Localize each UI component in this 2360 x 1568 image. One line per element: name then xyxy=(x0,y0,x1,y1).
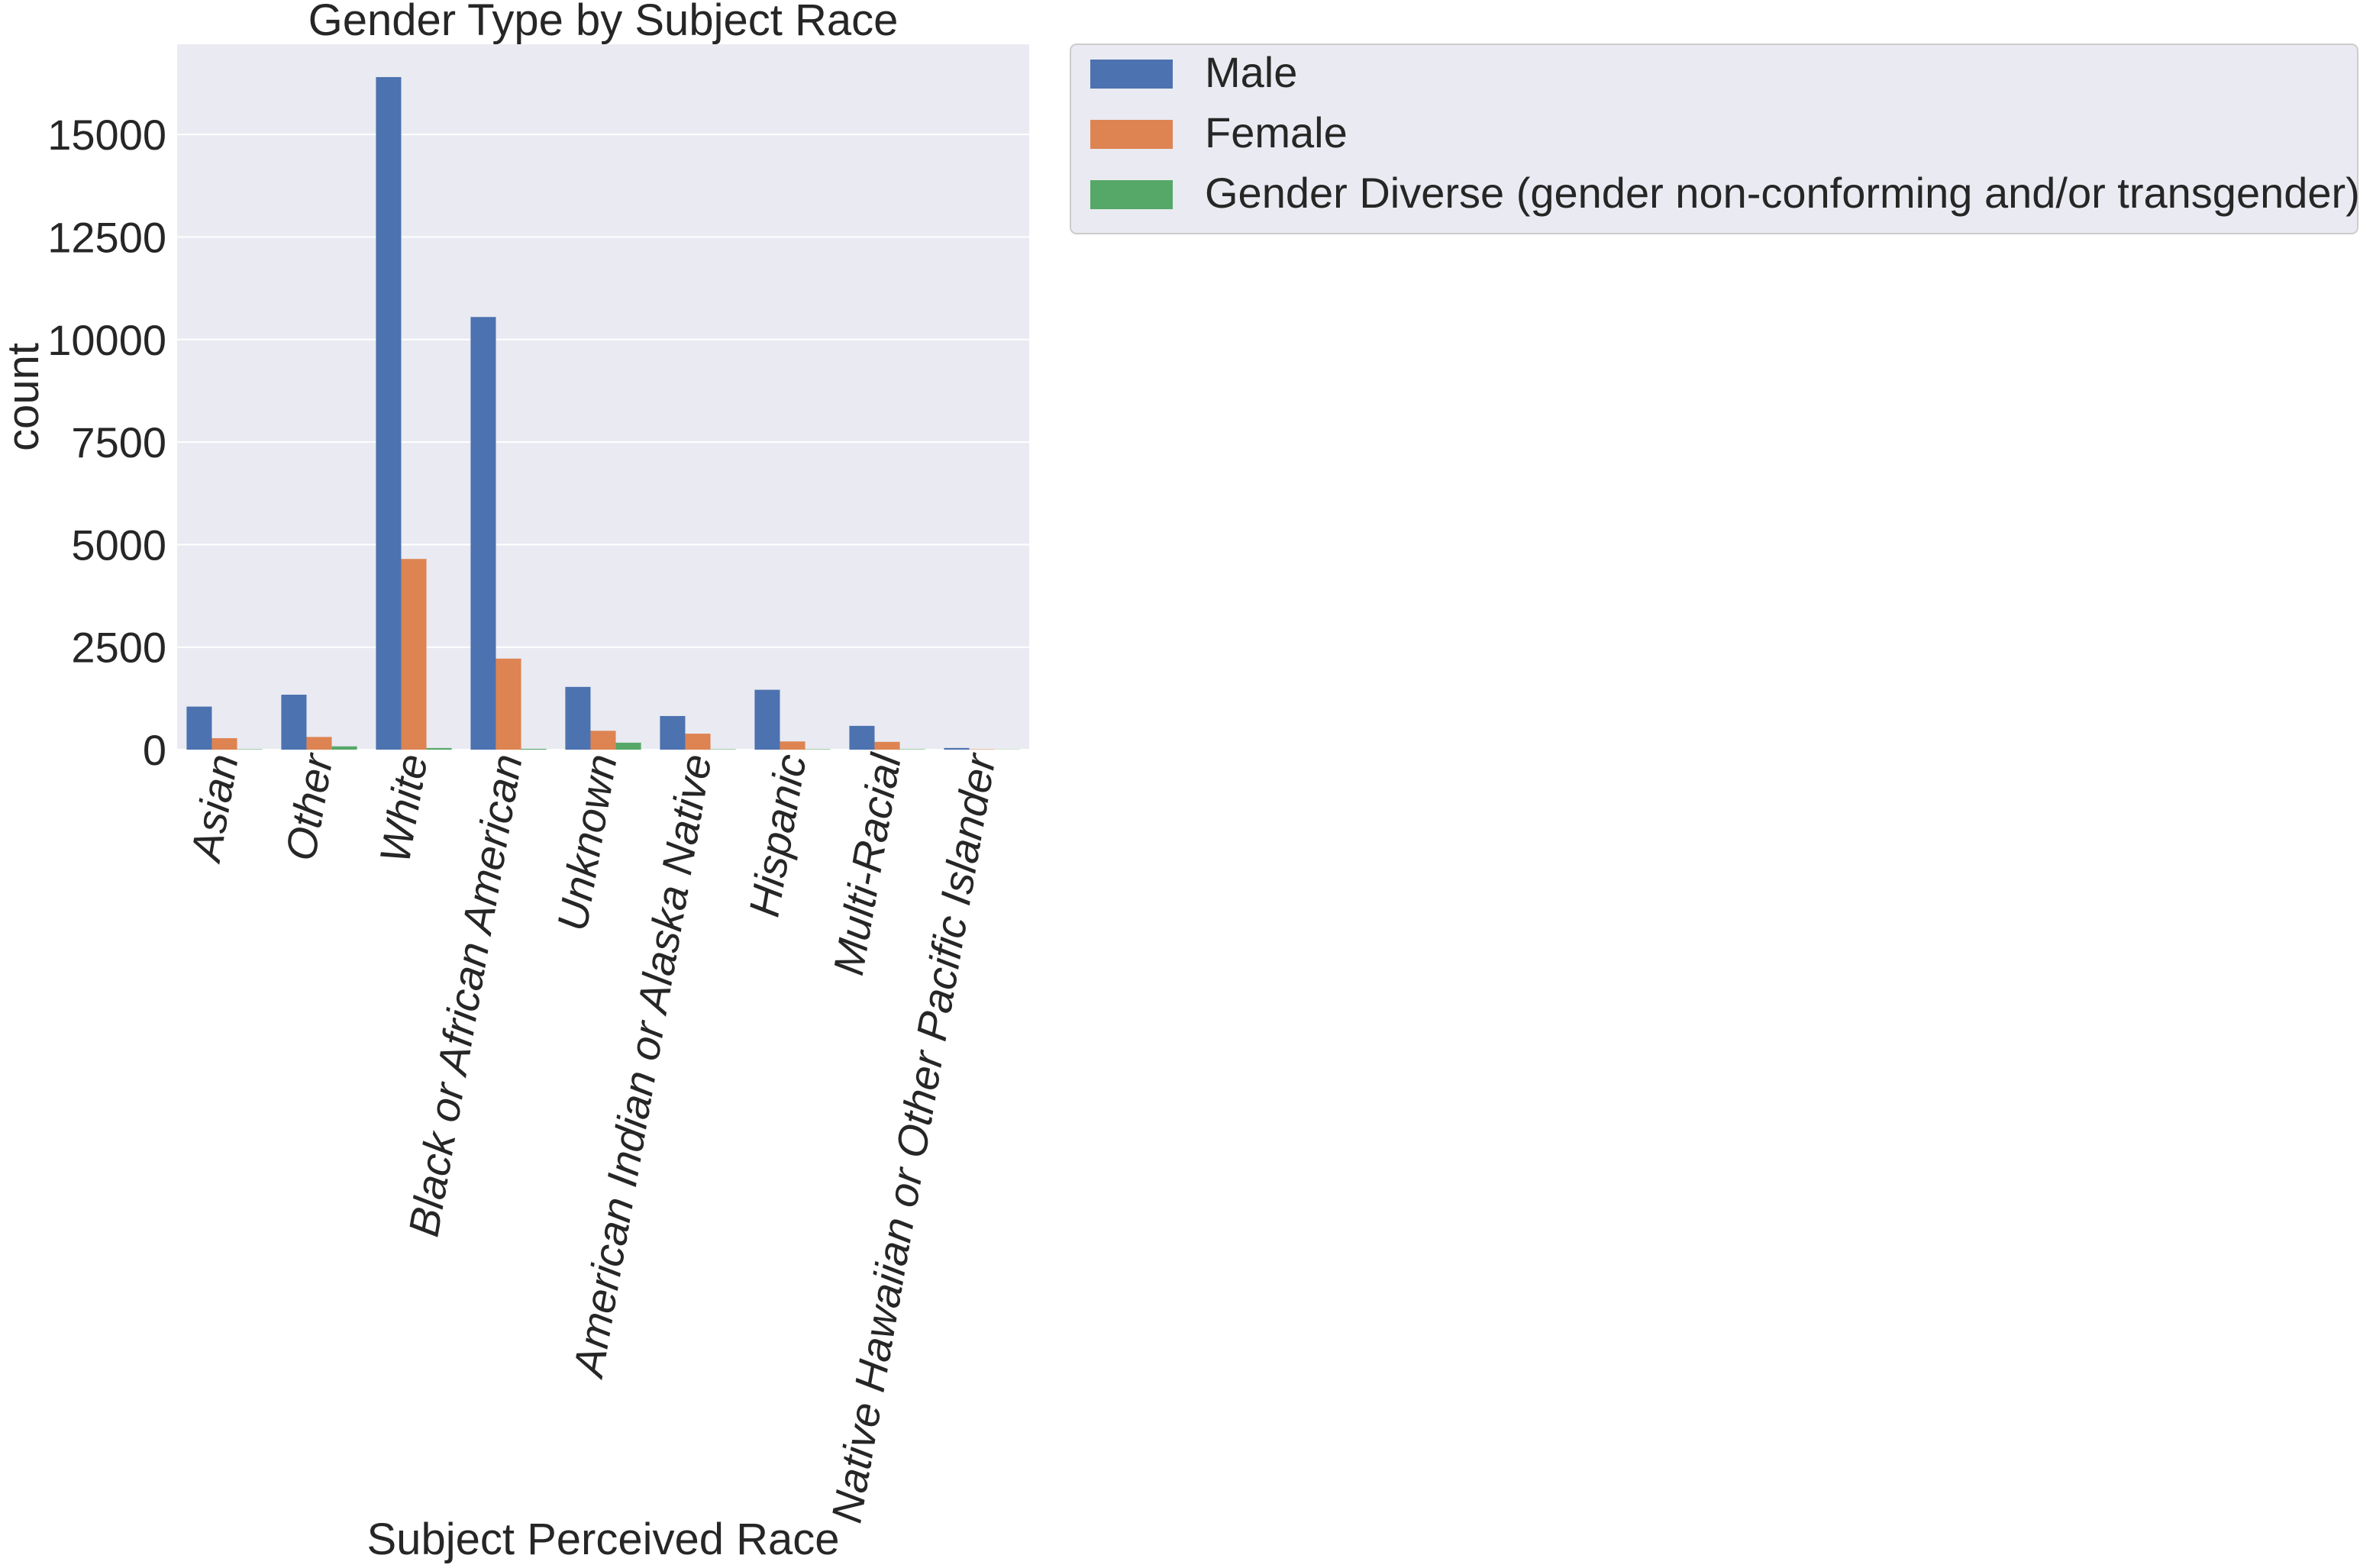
y-tick-label-2: 5000 xyxy=(71,521,166,569)
bar-1-4 xyxy=(470,317,496,750)
legend-label-2: Female xyxy=(1205,108,1348,156)
chart-title: Gender Type by Subject Race xyxy=(308,0,899,45)
bar-1-3 xyxy=(376,76,402,750)
legend-swatch-3 xyxy=(1090,180,1173,209)
legend-label-3: Gender Diverse (gender non-conforming an… xyxy=(1205,169,2360,217)
bar-1-9 xyxy=(944,747,970,750)
y-tick-labels: 0 2500 5000 7500 10000 12500 15000 xyxy=(47,111,166,774)
y-tick-label-4: 10000 xyxy=(47,316,166,364)
legend-frame xyxy=(1070,44,2358,234)
bar-2-1 xyxy=(211,737,237,750)
bar-2-7 xyxy=(780,741,805,750)
y-axis-label: count xyxy=(0,343,48,451)
x-axis-label: Subject Perceived Race xyxy=(367,1515,840,1564)
bar-3-7 xyxy=(805,749,831,750)
x-tick-label-8: Multi-Racial xyxy=(824,750,910,979)
bar-3-2 xyxy=(331,746,357,750)
x-tick-label-7: Hispanic xyxy=(739,750,815,920)
bar-2-5 xyxy=(590,731,616,750)
y-tick-label-3: 7500 xyxy=(71,418,166,466)
y-tick-label-6: 15000 xyxy=(47,111,166,159)
bars xyxy=(186,76,1020,750)
bar-2-4 xyxy=(496,658,521,750)
x-tick-label-5: Unknown xyxy=(547,750,626,934)
bar-3-8 xyxy=(899,749,925,750)
legend-label-1: Male xyxy=(1205,48,1297,96)
y-tick-label-1: 2500 xyxy=(71,624,166,672)
bar-2-8 xyxy=(874,741,900,750)
bar-1-7 xyxy=(754,689,780,750)
x-tick-label-2: Other xyxy=(276,749,342,864)
gridlines xyxy=(177,134,1029,750)
x-tick-label-1: Asian xyxy=(181,750,247,866)
bar-2-6 xyxy=(685,734,711,750)
y-tick-label-0: 0 xyxy=(143,726,166,774)
bar-3-4 xyxy=(521,748,547,750)
bar-3-1 xyxy=(237,749,263,750)
bar-3-6 xyxy=(710,749,736,750)
legend: Male Female Gender Diverse (gender non-con… xyxy=(1070,44,2360,234)
bar-2-2 xyxy=(306,737,332,750)
bar-1-8 xyxy=(849,725,875,750)
bar-1-5 xyxy=(565,686,591,750)
bar-2-3 xyxy=(401,559,427,750)
legend-swatch-1 xyxy=(1090,60,1173,89)
y-tick-label-5: 12500 xyxy=(47,213,166,261)
x-tick-label-3: White xyxy=(370,750,437,866)
bar-3-3 xyxy=(426,747,452,750)
bar-3-5 xyxy=(615,742,641,750)
plot-background xyxy=(177,44,1029,750)
bar-2-9 xyxy=(969,749,995,750)
legend-swatch-2 xyxy=(1090,120,1173,149)
bar-1-1 xyxy=(186,706,212,750)
bar-1-6 xyxy=(660,715,686,750)
bar-1-2 xyxy=(281,695,307,750)
